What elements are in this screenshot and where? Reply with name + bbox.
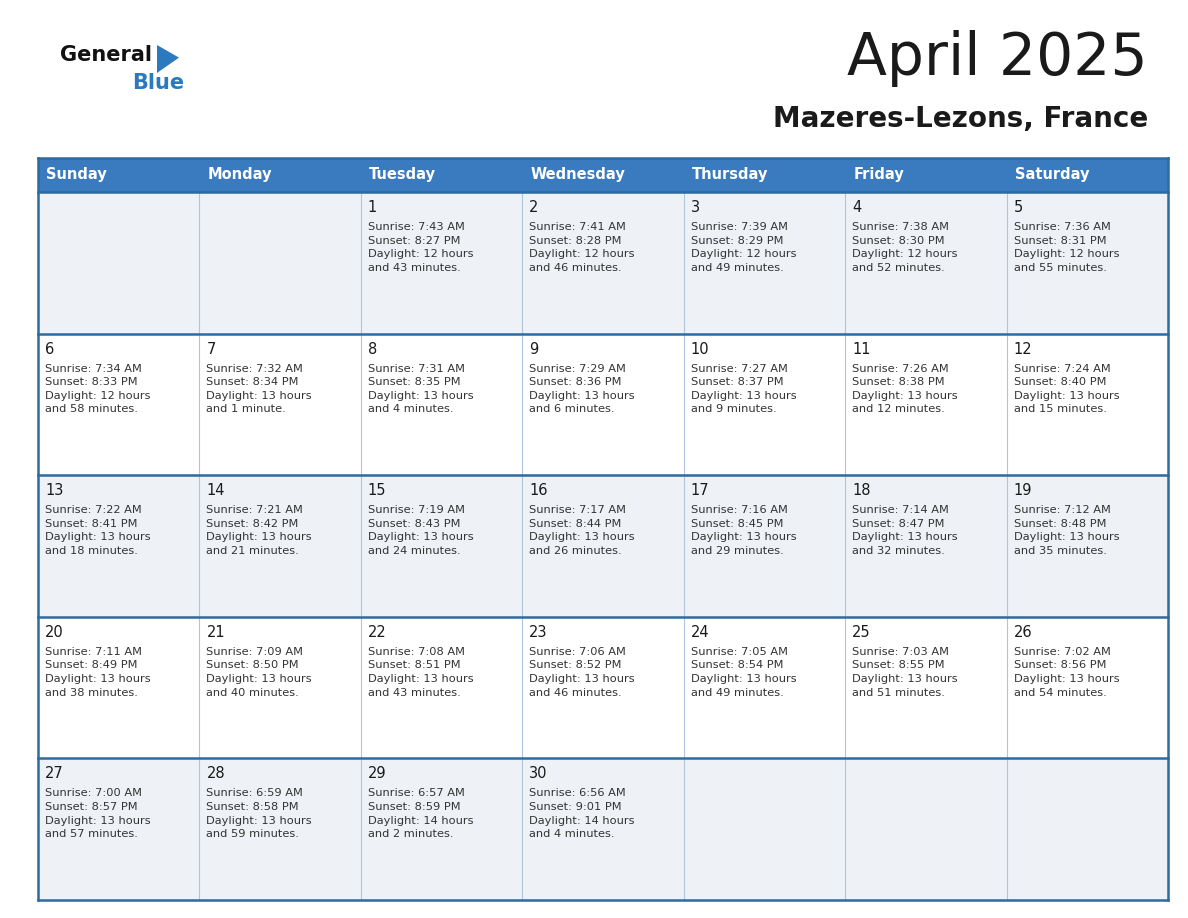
Text: 7: 7 [207, 341, 216, 356]
Text: Blue: Blue [132, 73, 184, 93]
Bar [38, 333, 1168, 476]
Text: April 2025: April 2025 [847, 30, 1148, 87]
Bar [38, 476, 1168, 617]
Text: Sunrise: 7:36 AM
Sunset: 8:31 PM
Daylight: 12 hours
and 55 minutes.: Sunrise: 7:36 AM Sunset: 8:31 PM Dayligh… [1013, 222, 1119, 273]
Text: Sunrise: 7:03 AM
Sunset: 8:55 PM
Daylight: 13 hours
and 51 minutes.: Sunrise: 7:03 AM Sunset: 8:55 PM Dayligh… [852, 647, 958, 698]
Bar [38, 758, 1168, 900]
Text: 23: 23 [530, 625, 548, 640]
Text: 11: 11 [852, 341, 871, 356]
Text: 19: 19 [1013, 483, 1032, 498]
Text: Sunrise: 7:02 AM
Sunset: 8:56 PM
Daylight: 13 hours
and 54 minutes.: Sunrise: 7:02 AM Sunset: 8:56 PM Dayligh… [1013, 647, 1119, 698]
Text: 4: 4 [852, 200, 861, 215]
Text: 29: 29 [368, 767, 386, 781]
Text: 26: 26 [1013, 625, 1032, 640]
Text: Sunrise: 7:00 AM
Sunset: 8:57 PM
Daylight: 13 hours
and 57 minutes.: Sunrise: 7:00 AM Sunset: 8:57 PM Dayligh… [45, 789, 151, 839]
Text: 9: 9 [530, 341, 538, 356]
Polygon shape [157, 45, 179, 73]
Text: Sunrise: 7:41 AM
Sunset: 8:28 PM
Daylight: 12 hours
and 46 minutes.: Sunrise: 7:41 AM Sunset: 8:28 PM Dayligh… [530, 222, 634, 273]
Text: 21: 21 [207, 625, 225, 640]
Text: Sunrise: 7:27 AM
Sunset: 8:37 PM
Daylight: 13 hours
and 9 minutes.: Sunrise: 7:27 AM Sunset: 8:37 PM Dayligh… [690, 364, 796, 414]
Text: 24: 24 [690, 625, 709, 640]
Text: Sunrise: 7:34 AM
Sunset: 8:33 PM
Daylight: 12 hours
and 58 minutes.: Sunrise: 7:34 AM Sunset: 8:33 PM Dayligh… [45, 364, 151, 414]
Text: Sunrise: 7:24 AM
Sunset: 8:40 PM
Daylight: 13 hours
and 15 minutes.: Sunrise: 7:24 AM Sunset: 8:40 PM Dayligh… [1013, 364, 1119, 414]
Text: Sunrise: 7:31 AM
Sunset: 8:35 PM
Daylight: 13 hours
and 4 minutes.: Sunrise: 7:31 AM Sunset: 8:35 PM Dayligh… [368, 364, 474, 414]
Text: 17: 17 [690, 483, 709, 498]
Text: Mazeres-Lezons, France: Mazeres-Lezons, France [772, 105, 1148, 133]
Text: Sunrise: 6:56 AM
Sunset: 9:01 PM
Daylight: 14 hours
and 4 minutes.: Sunrise: 6:56 AM Sunset: 9:01 PM Dayligh… [530, 789, 634, 839]
Text: 6: 6 [45, 341, 55, 356]
Text: 25: 25 [852, 625, 871, 640]
Text: Sunrise: 7:16 AM
Sunset: 8:45 PM
Daylight: 13 hours
and 29 minutes.: Sunrise: 7:16 AM Sunset: 8:45 PM Dayligh… [690, 505, 796, 556]
Text: 28: 28 [207, 767, 225, 781]
Text: Wednesday: Wednesday [530, 167, 625, 183]
Text: Sunrise: 7:09 AM
Sunset: 8:50 PM
Daylight: 13 hours
and 40 minutes.: Sunrise: 7:09 AM Sunset: 8:50 PM Dayligh… [207, 647, 312, 698]
Text: Friday: Friday [853, 167, 904, 183]
Text: Sunrise: 7:14 AM
Sunset: 8:47 PM
Daylight: 13 hours
and 32 minutes.: Sunrise: 7:14 AM Sunset: 8:47 PM Dayligh… [852, 505, 958, 556]
Text: Sunrise: 7:19 AM
Sunset: 8:43 PM
Daylight: 13 hours
and 24 minutes.: Sunrise: 7:19 AM Sunset: 8:43 PM Dayligh… [368, 505, 474, 556]
Text: 18: 18 [852, 483, 871, 498]
Text: 1: 1 [368, 200, 377, 215]
Text: Sunrise: 7:32 AM
Sunset: 8:34 PM
Daylight: 13 hours
and 1 minute.: Sunrise: 7:32 AM Sunset: 8:34 PM Dayligh… [207, 364, 312, 414]
Text: Sunrise: 7:22 AM
Sunset: 8:41 PM
Daylight: 13 hours
and 18 minutes.: Sunrise: 7:22 AM Sunset: 8:41 PM Dayligh… [45, 505, 151, 556]
Text: Sunrise: 7:29 AM
Sunset: 8:36 PM
Daylight: 13 hours
and 6 minutes.: Sunrise: 7:29 AM Sunset: 8:36 PM Dayligh… [530, 364, 634, 414]
Bar [38, 617, 1168, 758]
Text: 5: 5 [1013, 200, 1023, 215]
Text: General: General [61, 45, 152, 65]
Bar [38, 192, 1168, 333]
Text: Sunrise: 7:08 AM
Sunset: 8:51 PM
Daylight: 13 hours
and 43 minutes.: Sunrise: 7:08 AM Sunset: 8:51 PM Dayligh… [368, 647, 474, 698]
Text: Sunrise: 7:11 AM
Sunset: 8:49 PM
Daylight: 13 hours
and 38 minutes.: Sunrise: 7:11 AM Sunset: 8:49 PM Dayligh… [45, 647, 151, 698]
Text: 12: 12 [1013, 341, 1032, 356]
Text: Sunrise: 6:57 AM
Sunset: 8:59 PM
Daylight: 14 hours
and 2 minutes.: Sunrise: 6:57 AM Sunset: 8:59 PM Dayligh… [368, 789, 473, 839]
Text: Tuesday: Tuesday [368, 167, 436, 183]
Text: 14: 14 [207, 483, 225, 498]
Text: Sunrise: 7:39 AM
Sunset: 8:29 PM
Daylight: 12 hours
and 49 minutes.: Sunrise: 7:39 AM Sunset: 8:29 PM Dayligh… [690, 222, 796, 273]
Text: 16: 16 [530, 483, 548, 498]
Text: Sunrise: 6:59 AM
Sunset: 8:58 PM
Daylight: 13 hours
and 59 minutes.: Sunrise: 6:59 AM Sunset: 8:58 PM Dayligh… [207, 789, 312, 839]
Text: 2: 2 [530, 200, 538, 215]
Text: Sunrise: 7:12 AM
Sunset: 8:48 PM
Daylight: 13 hours
and 35 minutes.: Sunrise: 7:12 AM Sunset: 8:48 PM Dayligh… [1013, 505, 1119, 556]
Text: 20: 20 [45, 625, 64, 640]
Text: 15: 15 [368, 483, 386, 498]
Text: Sunday: Sunday [46, 167, 107, 183]
Text: Saturday: Saturday [1015, 167, 1089, 183]
Text: 27: 27 [45, 767, 64, 781]
Text: Sunrise: 7:43 AM
Sunset: 8:27 PM
Daylight: 12 hours
and 43 minutes.: Sunrise: 7:43 AM Sunset: 8:27 PM Dayligh… [368, 222, 473, 273]
Text: 3: 3 [690, 200, 700, 215]
Text: Sunrise: 7:21 AM
Sunset: 8:42 PM
Daylight: 13 hours
and 21 minutes.: Sunrise: 7:21 AM Sunset: 8:42 PM Dayligh… [207, 505, 312, 556]
Text: Sunrise: 7:26 AM
Sunset: 8:38 PM
Daylight: 13 hours
and 12 minutes.: Sunrise: 7:26 AM Sunset: 8:38 PM Dayligh… [852, 364, 958, 414]
Text: Monday: Monday [208, 167, 272, 183]
Text: Sunrise: 7:05 AM
Sunset: 8:54 PM
Daylight: 13 hours
and 49 minutes.: Sunrise: 7:05 AM Sunset: 8:54 PM Dayligh… [690, 647, 796, 698]
Text: 10: 10 [690, 341, 709, 356]
Text: 30: 30 [530, 767, 548, 781]
Bar [38, 158, 1168, 192]
Text: 8: 8 [368, 341, 377, 356]
Text: Sunrise: 7:17 AM
Sunset: 8:44 PM
Daylight: 13 hours
and 26 minutes.: Sunrise: 7:17 AM Sunset: 8:44 PM Dayligh… [530, 505, 634, 556]
Text: Sunrise: 7:06 AM
Sunset: 8:52 PM
Daylight: 13 hours
and 46 minutes.: Sunrise: 7:06 AM Sunset: 8:52 PM Dayligh… [530, 647, 634, 698]
Text: Sunrise: 7:38 AM
Sunset: 8:30 PM
Daylight: 12 hours
and 52 minutes.: Sunrise: 7:38 AM Sunset: 8:30 PM Dayligh… [852, 222, 958, 273]
Text: Thursday: Thursday [691, 167, 769, 183]
Text: 22: 22 [368, 625, 386, 640]
Text: 13: 13 [45, 483, 63, 498]
